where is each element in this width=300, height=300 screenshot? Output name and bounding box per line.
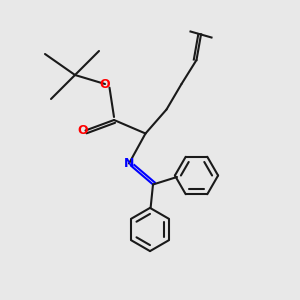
Text: O: O — [100, 77, 110, 91]
Text: N: N — [124, 157, 134, 170]
Text: O: O — [78, 124, 88, 137]
